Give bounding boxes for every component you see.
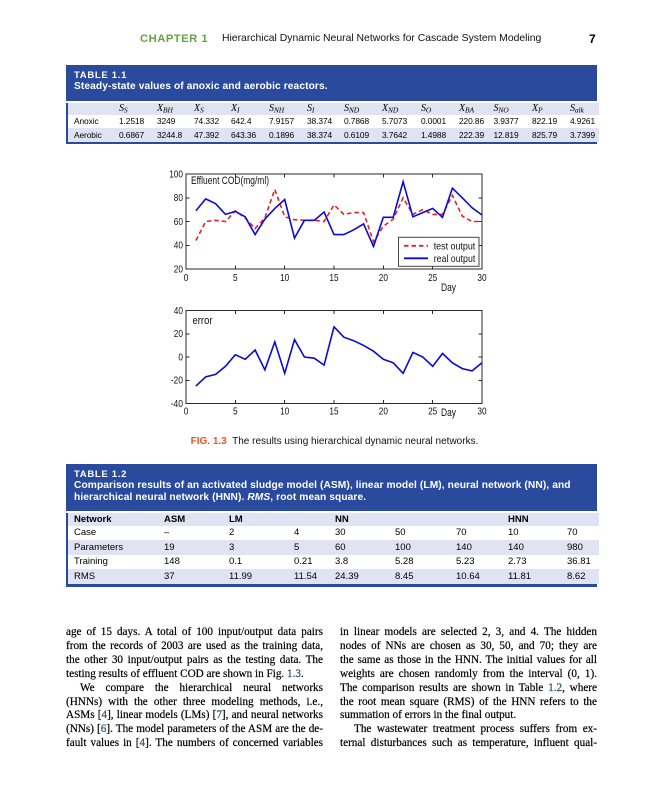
- svg-text:20: 20: [174, 328, 183, 340]
- svg-text:40: 40: [174, 240, 183, 252]
- svg-text:80: 80: [174, 192, 183, 204]
- svg-text:30: 30: [477, 406, 486, 418]
- svg-text:5: 5: [233, 272, 238, 284]
- svg-text:60: 60: [174, 216, 183, 228]
- svg-text:Day: Day: [441, 407, 456, 419]
- svg-text:20: 20: [379, 406, 388, 418]
- svg-text:Effluent COD(mg/ml): Effluent COD(mg/ml): [191, 175, 269, 187]
- svg-text:20: 20: [174, 263, 183, 275]
- svg-text:error: error: [193, 315, 213, 327]
- svg-text:40: 40: [174, 305, 183, 317]
- svg-text:10: 10: [280, 406, 289, 418]
- svg-text:0: 0: [178, 351, 183, 363]
- svg-text:-40: -40: [171, 398, 183, 410]
- svg-text:test output: test output: [434, 240, 476, 252]
- svg-text:25: 25: [428, 272, 437, 284]
- svg-text:25: 25: [428, 406, 437, 418]
- svg-text:20: 20: [379, 272, 388, 284]
- svg-text:15: 15: [329, 272, 338, 284]
- svg-text:real output: real output: [434, 253, 476, 265]
- svg-text:5: 5: [233, 406, 238, 418]
- svg-text:15: 15: [329, 406, 338, 418]
- svg-text:10: 10: [280, 272, 289, 284]
- svg-text:100: 100: [169, 168, 183, 180]
- svg-text:0: 0: [184, 406, 189, 418]
- svg-text:0: 0: [184, 272, 189, 284]
- svg-text:-20: -20: [171, 375, 183, 387]
- svg-text:Day: Day: [441, 282, 456, 294]
- svg-text:30: 30: [477, 272, 486, 284]
